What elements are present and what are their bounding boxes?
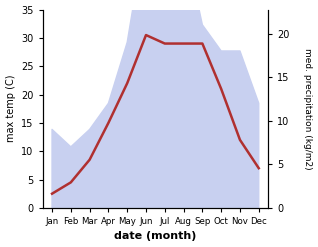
Y-axis label: max temp (C): max temp (C) <box>5 75 16 143</box>
Y-axis label: med. precipitation (kg/m2): med. precipitation (kg/m2) <box>303 48 313 169</box>
X-axis label: date (month): date (month) <box>114 231 197 242</box>
